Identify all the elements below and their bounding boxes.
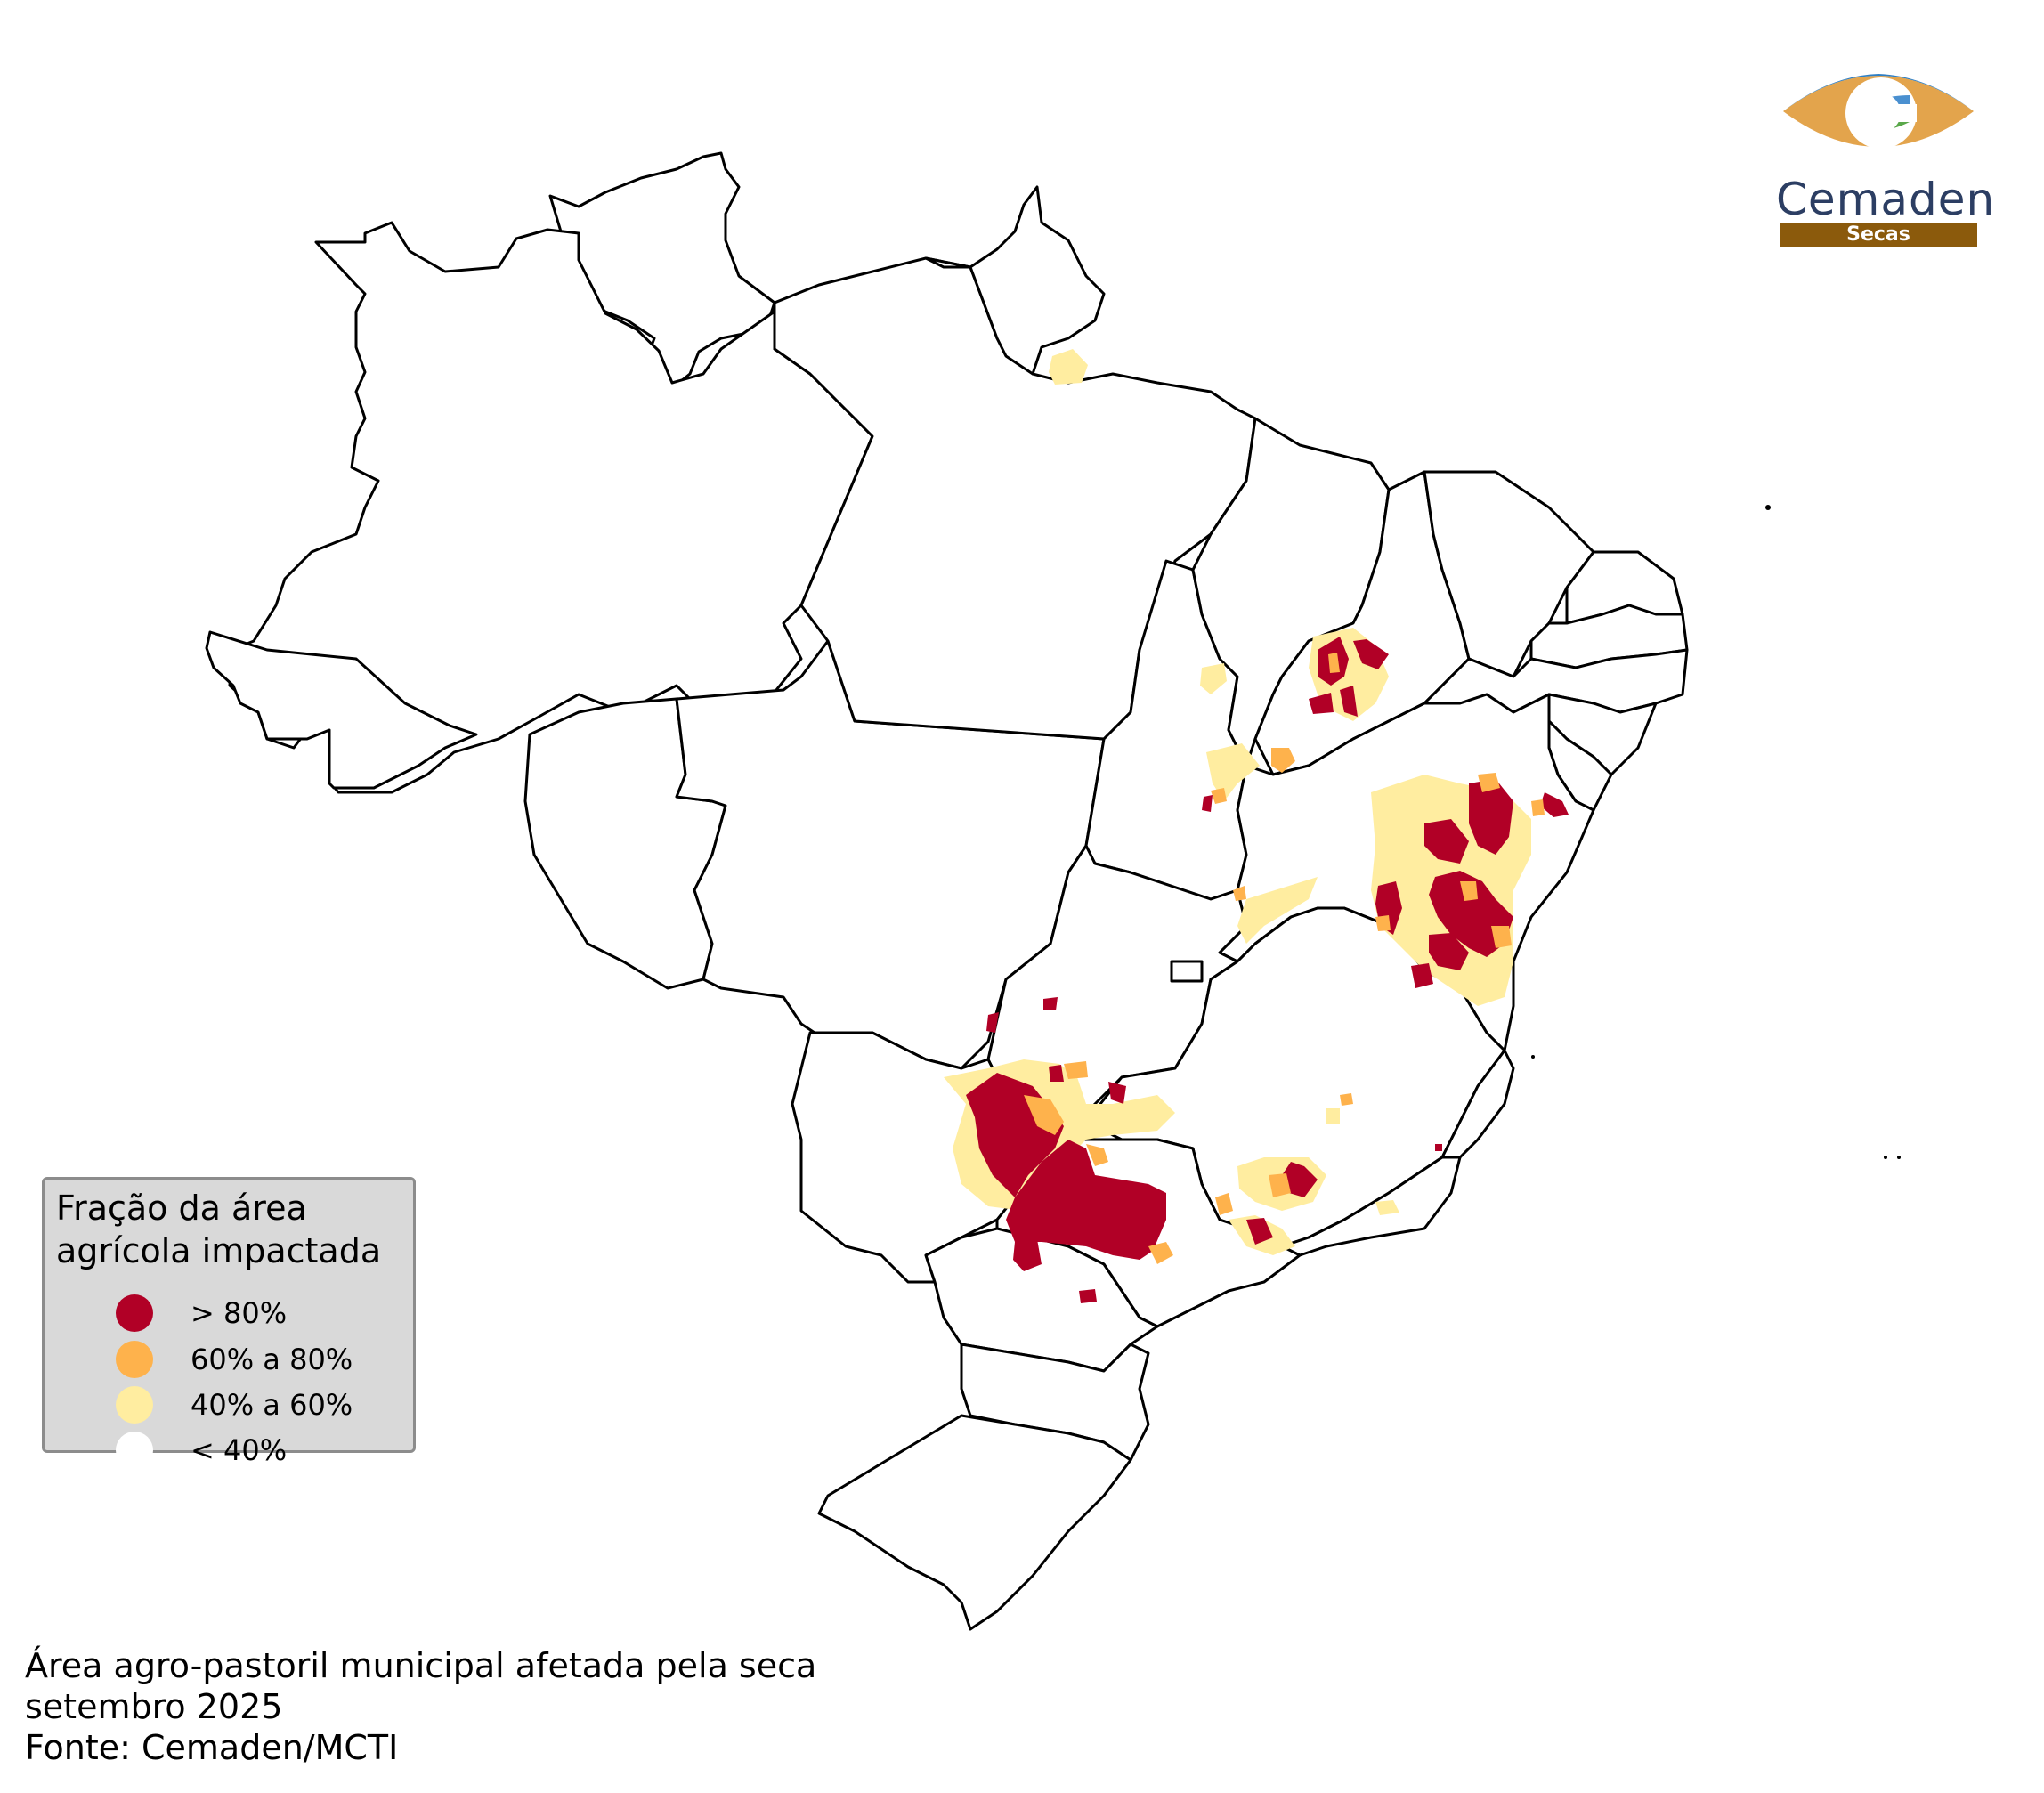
logo-wordmark: Cemaden: [1776, 174, 1996, 225]
legend-label: > 80%: [191, 1296, 288, 1330]
map-caption: Área agro-pastoril municipal afetada pel…: [25, 1645, 816, 1768]
legend-item-40-60: 40% a 60%: [116, 1385, 353, 1424]
islands: [1531, 505, 1901, 1159]
legend-label: 60% a 80%: [191, 1343, 353, 1376]
state-amazonas: [228, 221, 874, 794]
impact-layer: [944, 349, 1569, 1303]
map-source: Fonte: Cemaden/MCTI: [25, 1728, 399, 1767]
map-period: setembro 2025: [25, 1687, 283, 1726]
legend-label: 40% a 60%: [191, 1388, 353, 1422]
logo-subtitle: Secas: [1780, 223, 1977, 247]
cemaden-logo: Cemaden Secas: [1776, 58, 1996, 254]
map-legend: Fração da área agrícola impactada > 80% …: [42, 1177, 416, 1469]
legend-swatch-60-80: [116, 1341, 153, 1378]
legend-item-60-80: 60% a 80%: [116, 1340, 353, 1379]
state-acre: [205, 630, 478, 790]
legend-item-gt80: > 80%: [116, 1294, 287, 1333]
legend-swatch-40-60: [116, 1386, 153, 1424]
legend-item-lt40: < 40%: [116, 1431, 287, 1470]
state-rio-grande-do-sul: [817, 1414, 1132, 1631]
legend-swatch-lt40: [116, 1432, 153, 1469]
map-title: Área agro-pastoril municipal afetada pel…: [25, 1646, 817, 1685]
legend-label: < 40%: [191, 1433, 288, 1467]
legend-swatch-gt80: [116, 1294, 153, 1332]
legend-title: Fração da área agrícola impactada: [56, 1189, 382, 1270]
eye-icon: [1783, 74, 1974, 149]
state-amapa: [924, 185, 1106, 376]
state-distrito-federal: [1170, 960, 1204, 983]
